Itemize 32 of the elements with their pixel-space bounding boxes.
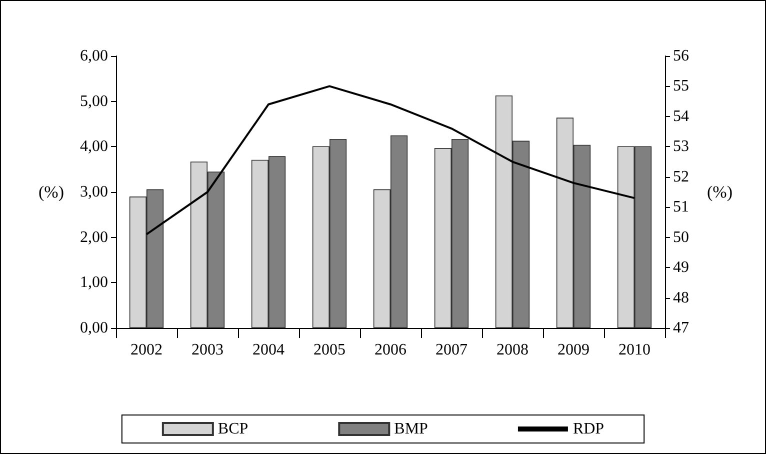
y2-tick-label: 49 bbox=[673, 259, 689, 276]
y2-tick-label: 47 bbox=[673, 320, 689, 336]
legend-label: BMP bbox=[394, 420, 428, 438]
y2-tick-label: 55 bbox=[673, 78, 689, 95]
y-tick-label: 4,00 bbox=[80, 138, 108, 156]
x-tick-label: 2006 bbox=[374, 342, 406, 358]
y2-tick-label: 51 bbox=[673, 198, 689, 216]
y-tick-label: 2,00 bbox=[80, 228, 108, 246]
x-tick-label: 2003 bbox=[192, 342, 224, 358]
y-tick-label: 0,00 bbox=[80, 320, 108, 336]
line-series bbox=[146, 85, 636, 236]
y2-tick-label: 52 bbox=[673, 168, 689, 186]
x-tick-label: 2002 bbox=[130, 342, 162, 358]
legend-label: RDP bbox=[572, 420, 604, 438]
x-tick-label: 2005 bbox=[314, 342, 346, 358]
y2-axis-title: (%) bbox=[707, 182, 732, 202]
y2-tick-label: 53 bbox=[673, 138, 689, 156]
y-tick-label: 6,00 bbox=[80, 48, 108, 64]
y-axis-title: (%) bbox=[38, 182, 64, 202]
y2-tick-label: 48 bbox=[673, 289, 689, 306]
y-tick-label: 1,00 bbox=[80, 274, 108, 292]
x-tick-label: 2009 bbox=[558, 342, 590, 358]
x-tick-label: 2010 bbox=[618, 342, 650, 358]
y-tick-label: 3,00 bbox=[80, 184, 108, 200]
y2-tick-label: 54 bbox=[673, 108, 689, 125]
legend-label: BCP bbox=[218, 420, 248, 438]
y2-tick-label: 50 bbox=[673, 228, 689, 246]
y-tick-label: 5,00 bbox=[80, 92, 108, 110]
y2-tick-label: 56 bbox=[673, 48, 689, 64]
x-tick-label: 2004 bbox=[252, 342, 284, 358]
x-tick-label: 2007 bbox=[436, 342, 468, 358]
x-tick-label: 2008 bbox=[496, 342, 528, 358]
